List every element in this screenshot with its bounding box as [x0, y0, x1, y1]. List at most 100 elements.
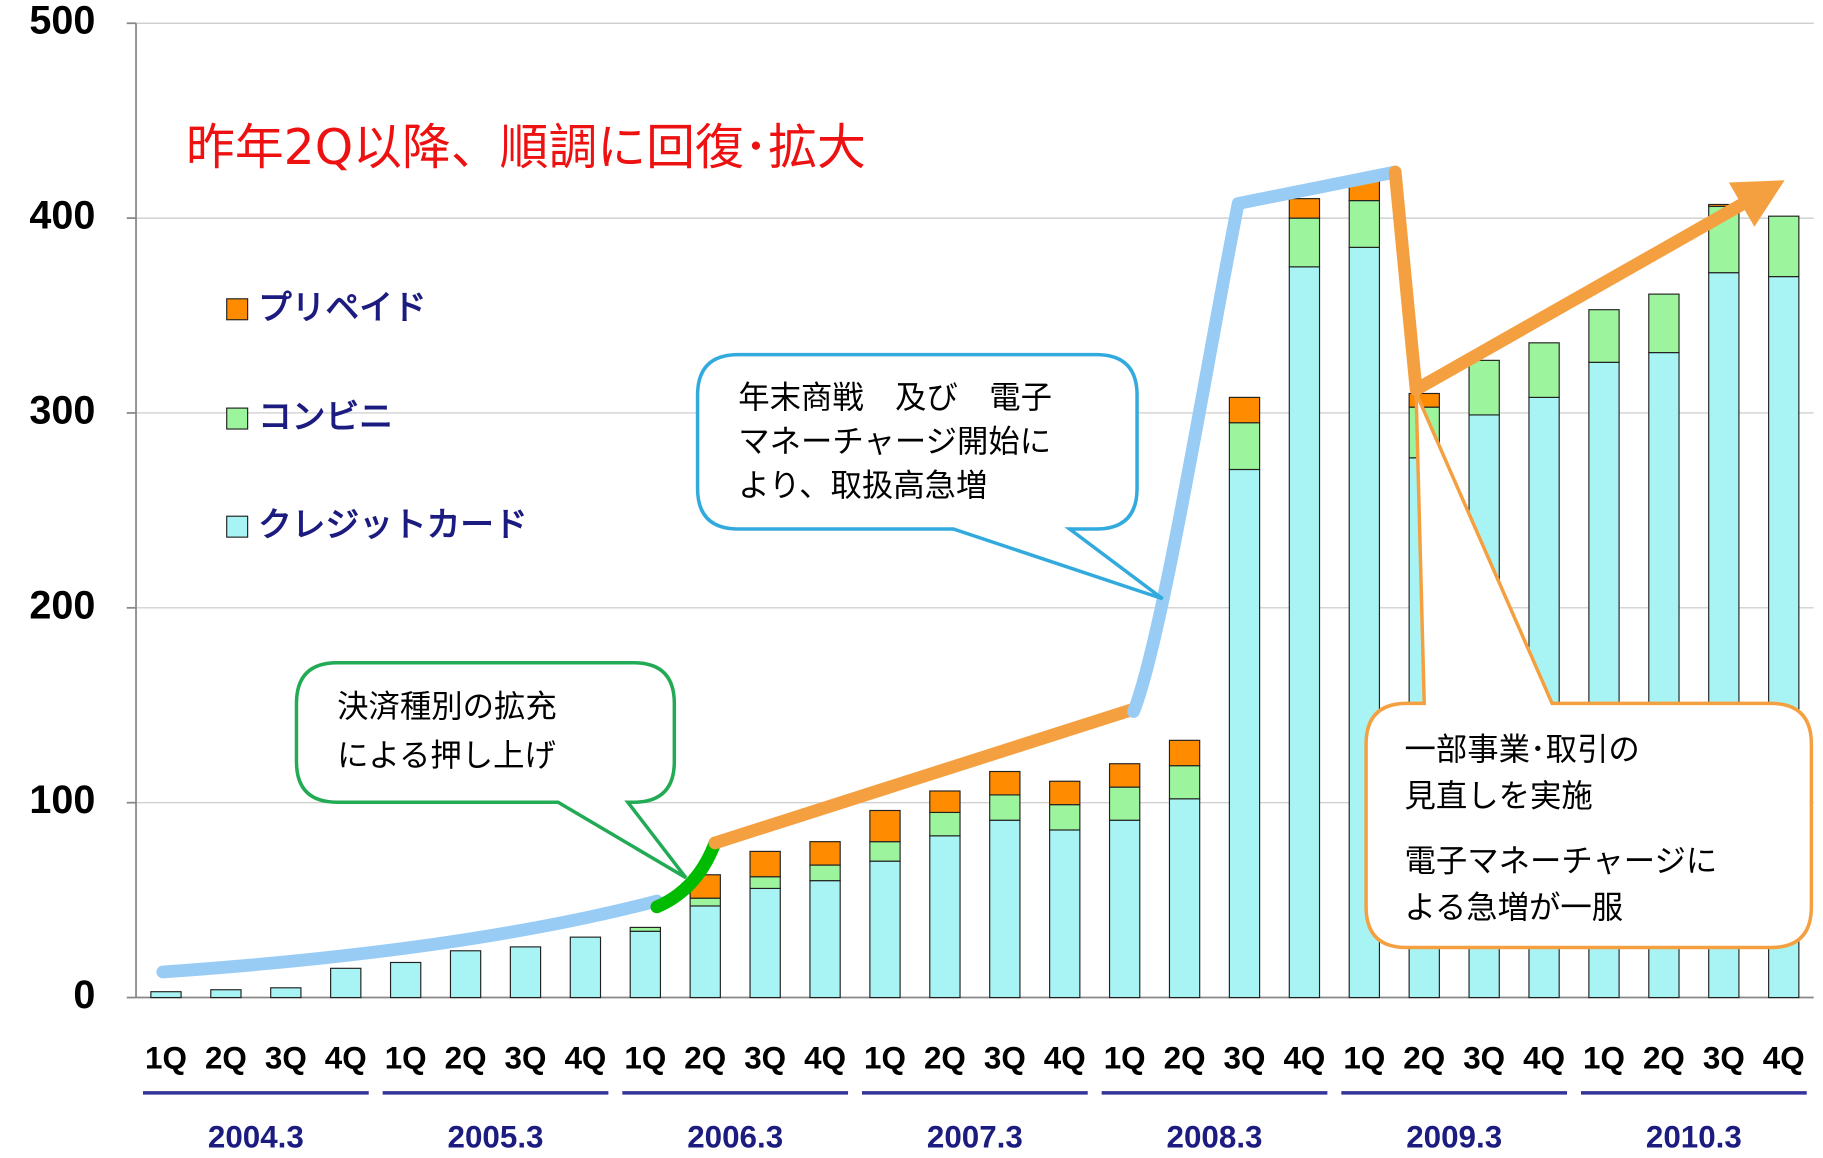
bar-segment: [1168, 765, 1201, 800]
bar-segment: [1588, 309, 1620, 363]
legend-swatch: [226, 515, 249, 538]
bar-segment: [1049, 804, 1081, 831]
group-label: 2005.3: [448, 1120, 544, 1155]
x-tick-label: 2Q: [1164, 1041, 1206, 1076]
x-tick-label: 3Q: [1224, 1041, 1266, 1076]
x-tick-label: 1Q: [1343, 1041, 1385, 1076]
trend-line: [708, 702, 1140, 850]
group-label: 2008.3: [1167, 1120, 1263, 1155]
callout: [695, 352, 1164, 601]
bar-segment: [929, 835, 961, 999]
bar-segment: [689, 897, 721, 907]
x-tick-label: 1Q: [145, 1041, 187, 1076]
x-tick-label: 3Q: [1463, 1041, 1505, 1076]
bar-segment: [1288, 266, 1321, 999]
y-tick-label: 200: [29, 583, 95, 627]
legend-swatch: [226, 407, 249, 430]
x-tick-label: 4Q: [1763, 1041, 1805, 1076]
x-tick-label: 2Q: [445, 1041, 487, 1076]
bar-segment: [869, 809, 901, 843]
legend-swatch: [226, 298, 249, 321]
callout-text: よる急増が一服: [1404, 890, 1623, 926]
x-tick-label: 2Q: [924, 1041, 966, 1076]
bar-segment: [1108, 786, 1141, 821]
x-tick-label: 4Q: [1523, 1041, 1565, 1076]
x-tick-label: 4Q: [325, 1041, 367, 1076]
x-tick-label: 2Q: [1403, 1041, 1445, 1076]
bar-segment: [1468, 359, 1500, 416]
callout-text: マネーチャージ開始に: [738, 424, 1051, 460]
bar-segment: [929, 790, 961, 814]
trend-line: [1388, 165, 1757, 396]
y-tick-label: 500: [29, 0, 95, 43]
bar-segment: [1108, 819, 1141, 999]
group-label: 2010.3: [1646, 1120, 1742, 1155]
bar-segment: [389, 961, 422, 999]
callout-text: 決済種別の拡充: [337, 689, 557, 725]
x-tick-label: 1Q: [385, 1041, 427, 1076]
x-tick-label: 4Q: [564, 1041, 606, 1076]
bar-segment: [1768, 215, 1800, 278]
callout-text: 一部事業･取引の: [1404, 732, 1639, 768]
x-tick-label: 3Q: [744, 1041, 786, 1076]
bar-segment: [629, 930, 662, 999]
group-label: 2004.3: [208, 1120, 304, 1155]
bar-segment: [449, 950, 482, 999]
trend-lines: [156, 165, 1785, 979]
callout: [294, 660, 688, 880]
bar-segment: [749, 887, 781, 999]
bar-segment: [1168, 739, 1201, 767]
callout-text: 電子マネーチャージに: [1404, 844, 1717, 880]
arrow-head: [1728, 180, 1785, 227]
bar-segment: [1228, 422, 1261, 471]
callout-text: による押し上げ: [337, 738, 556, 774]
bar-segment: [749, 876, 781, 890]
x-tick-label: 2Q: [684, 1041, 726, 1076]
legend-label: クレジットカード: [258, 505, 528, 544]
bar-segment: [989, 794, 1021, 821]
bar-segment: [809, 880, 841, 999]
x-tick-label: 1Q: [1104, 1041, 1146, 1076]
bar-segment: [989, 819, 1021, 999]
bar-segment: [989, 770, 1021, 796]
bar-segment: [569, 936, 602, 999]
x-tick-label: 4Q: [1044, 1041, 1086, 1076]
bar-segment: [1228, 468, 1261, 999]
group-label: 2009.3: [1406, 1120, 1502, 1155]
bar-segment: [330, 967, 362, 999]
bar-segment: [1648, 293, 1680, 354]
x-tick-label: 4Q: [804, 1041, 846, 1076]
x-tick-label: 3Q: [984, 1041, 1026, 1076]
legend-label: コンビニ: [258, 397, 393, 436]
x-tick-label: 1Q: [1583, 1041, 1625, 1076]
callout: [1364, 392, 1814, 950]
bar-segment: [1049, 780, 1081, 806]
y-tick-label: 100: [29, 778, 95, 822]
bar-segment: [150, 991, 182, 999]
x-tick-label: 3Q: [1703, 1041, 1745, 1076]
x-tick-label: 3Q: [505, 1041, 547, 1076]
bar-segment: [1228, 396, 1261, 424]
group-label: 2006.3: [687, 1120, 783, 1155]
bar-segment: [1408, 392, 1440, 408]
x-tick-label: 2Q: [205, 1041, 247, 1076]
x-tick-label: 1Q: [624, 1041, 666, 1076]
callout-text: 見直しを実施: [1404, 779, 1592, 815]
callout-text: より、取扱高急増: [738, 468, 987, 504]
bar-segment: [1049, 829, 1081, 999]
bar-segment: [210, 989, 242, 999]
bar-segment: [1348, 200, 1381, 248]
bar-segment: [270, 987, 302, 999]
y-tick-label: 300: [29, 388, 95, 432]
group-label: 2007.3: [927, 1120, 1023, 1155]
bar-segment: [929, 811, 961, 837]
legend-label: プリペイド: [258, 288, 427, 327]
trend-line: [1127, 165, 1402, 718]
x-tick-label: 3Q: [265, 1041, 307, 1076]
bar-segment: [809, 841, 841, 866]
bar-segment: [869, 860, 901, 999]
bar-segment: [1288, 217, 1321, 268]
bar-segment: [1168, 798, 1201, 999]
bar-segment: [689, 905, 721, 999]
